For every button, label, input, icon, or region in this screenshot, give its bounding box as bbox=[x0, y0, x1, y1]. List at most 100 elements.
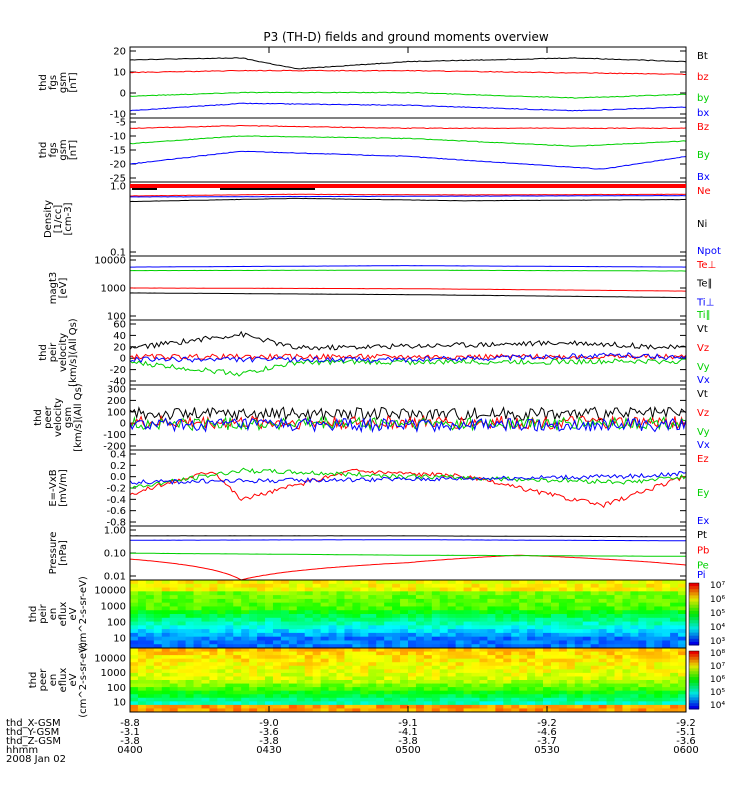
y-axis-label-line: peir bbox=[38, 603, 49, 623]
spectrogram-cell bbox=[455, 632, 465, 638]
spectrogram-cell bbox=[392, 598, 401, 604]
spectrogram-cell bbox=[590, 701, 600, 706]
spectrogram-cell bbox=[344, 665, 353, 670]
spectrogram-cell bbox=[201, 580, 210, 585]
spectrogram-cell bbox=[447, 644, 457, 649]
spectrogram-cell bbox=[582, 708, 592, 713]
spectrogram-cell bbox=[392, 704, 401, 709]
spectrogram-cell bbox=[630, 644, 639, 649]
spectrogram-cell bbox=[153, 669, 163, 674]
spectrogram-cell bbox=[272, 687, 282, 692]
spectrogram-cell bbox=[614, 644, 623, 649]
spectrogram-cell bbox=[423, 658, 433, 663]
spectrogram-cell bbox=[582, 629, 592, 634]
spectrogram-cell bbox=[662, 676, 671, 681]
spectrogram-cell bbox=[479, 694, 488, 699]
spectrogram-cell bbox=[153, 648, 163, 653]
y-axis-label: thd peir en eflux eV (cm^2-s-sr-eV) bbox=[28, 576, 89, 652]
spectrogram-cell bbox=[614, 583, 623, 589]
spectrogram-cell bbox=[479, 648, 488, 653]
legend-entry: by bbox=[697, 93, 709, 104]
spectrogram-cell bbox=[161, 662, 171, 667]
spectrogram-cell bbox=[384, 658, 393, 663]
spectrogram-cell bbox=[630, 697, 639, 702]
spectrogram-cell bbox=[408, 625, 417, 630]
spectrogram-cell bbox=[137, 632, 147, 638]
spectrogram-cell bbox=[415, 625, 425, 630]
spectrogram-cell bbox=[328, 598, 338, 604]
spectrogram-cell bbox=[193, 697, 202, 702]
spectrogram-cell bbox=[249, 708, 258, 713]
spectrogram-cell bbox=[328, 614, 338, 619]
spectrogram-cell bbox=[384, 636, 393, 641]
spectrogram-cell bbox=[415, 610, 425, 615]
spectrogram-cell bbox=[169, 617, 179, 623]
spectrogram-cell bbox=[463, 606, 473, 611]
spectrogram-cell bbox=[328, 625, 338, 630]
spectrogram-cell bbox=[137, 644, 147, 649]
spectrogram-cell bbox=[384, 655, 393, 660]
spectrogram-cell bbox=[479, 676, 488, 681]
spectrogram-cell bbox=[423, 598, 433, 604]
spectrogram-cell bbox=[352, 651, 361, 656]
spectrogram-cell bbox=[606, 617, 616, 623]
spectrogram-cell bbox=[447, 683, 457, 688]
spectrogram-cell bbox=[423, 591, 433, 596]
spectrogram-cell bbox=[320, 583, 330, 589]
spectrogram-cell bbox=[201, 621, 210, 626]
spectrogram-cell bbox=[177, 697, 187, 702]
spectrogram-cell bbox=[527, 662, 536, 667]
spectrogram-cell bbox=[519, 625, 528, 630]
spectrogram-cell bbox=[249, 602, 258, 607]
spectrogram-cell bbox=[177, 617, 187, 623]
spectrogram-cell bbox=[225, 665, 234, 670]
spectrogram-cell bbox=[527, 697, 536, 702]
y-axis-label-line: thd bbox=[38, 74, 49, 91]
spectrogram-cell bbox=[392, 694, 401, 699]
spectrogram-cell bbox=[550, 658, 560, 663]
spectrogram-cell bbox=[408, 655, 417, 660]
spectrogram-cell bbox=[455, 606, 465, 611]
spectrogram-cell bbox=[646, 610, 655, 615]
spectrogram-cell bbox=[630, 617, 639, 623]
spectrogram-cell bbox=[566, 658, 576, 663]
spectrogram-cell bbox=[217, 632, 226, 638]
spectrogram-cell bbox=[550, 606, 560, 611]
spectrogram-cell bbox=[296, 602, 306, 607]
spectrogram-cell bbox=[558, 690, 568, 695]
spectrogram-cell bbox=[408, 583, 417, 589]
spectrogram-cell bbox=[280, 606, 290, 611]
spectrogram-cell bbox=[233, 701, 242, 706]
spectrogram-cell bbox=[431, 665, 441, 670]
spectrogram-cell bbox=[566, 651, 576, 656]
spectrogram-cell bbox=[296, 697, 306, 702]
spectrogram-cell bbox=[487, 669, 496, 674]
spectrogram-cell bbox=[161, 583, 171, 589]
y-axis-label-line: E=-VxB bbox=[48, 469, 59, 506]
spectrogram-cell bbox=[344, 606, 353, 611]
spectrogram-cell bbox=[630, 583, 639, 589]
spectrogram-cell bbox=[439, 687, 449, 692]
legend-entry: bx bbox=[697, 108, 709, 119]
spectrogram-cell bbox=[177, 610, 187, 615]
y-tick-label: 10000 bbox=[94, 256, 126, 267]
spectrogram-cell bbox=[662, 610, 671, 615]
legend-entry: Ne bbox=[697, 186, 711, 197]
spectrogram-cell bbox=[185, 602, 195, 607]
spectrogram-cell bbox=[550, 648, 560, 653]
spectrogram-cell bbox=[630, 680, 639, 685]
spectrogram-cell bbox=[209, 669, 218, 674]
spectrogram-cell bbox=[169, 690, 179, 695]
spectrogram-cell bbox=[137, 662, 147, 667]
spectrogram-cell bbox=[535, 625, 544, 630]
spectrogram-cell bbox=[272, 629, 282, 634]
spectrogram-cell bbox=[511, 587, 520, 592]
spectrogram-cell bbox=[233, 610, 242, 615]
spectrogram-cell bbox=[296, 651, 306, 656]
spectrogram-cell bbox=[423, 683, 433, 688]
spectrogram-cell bbox=[487, 708, 496, 713]
spectrogram-cell bbox=[384, 610, 393, 615]
spectrogram-cell bbox=[630, 676, 639, 681]
spectrogram-cell bbox=[654, 676, 663, 681]
spectrogram-cell bbox=[471, 587, 480, 592]
